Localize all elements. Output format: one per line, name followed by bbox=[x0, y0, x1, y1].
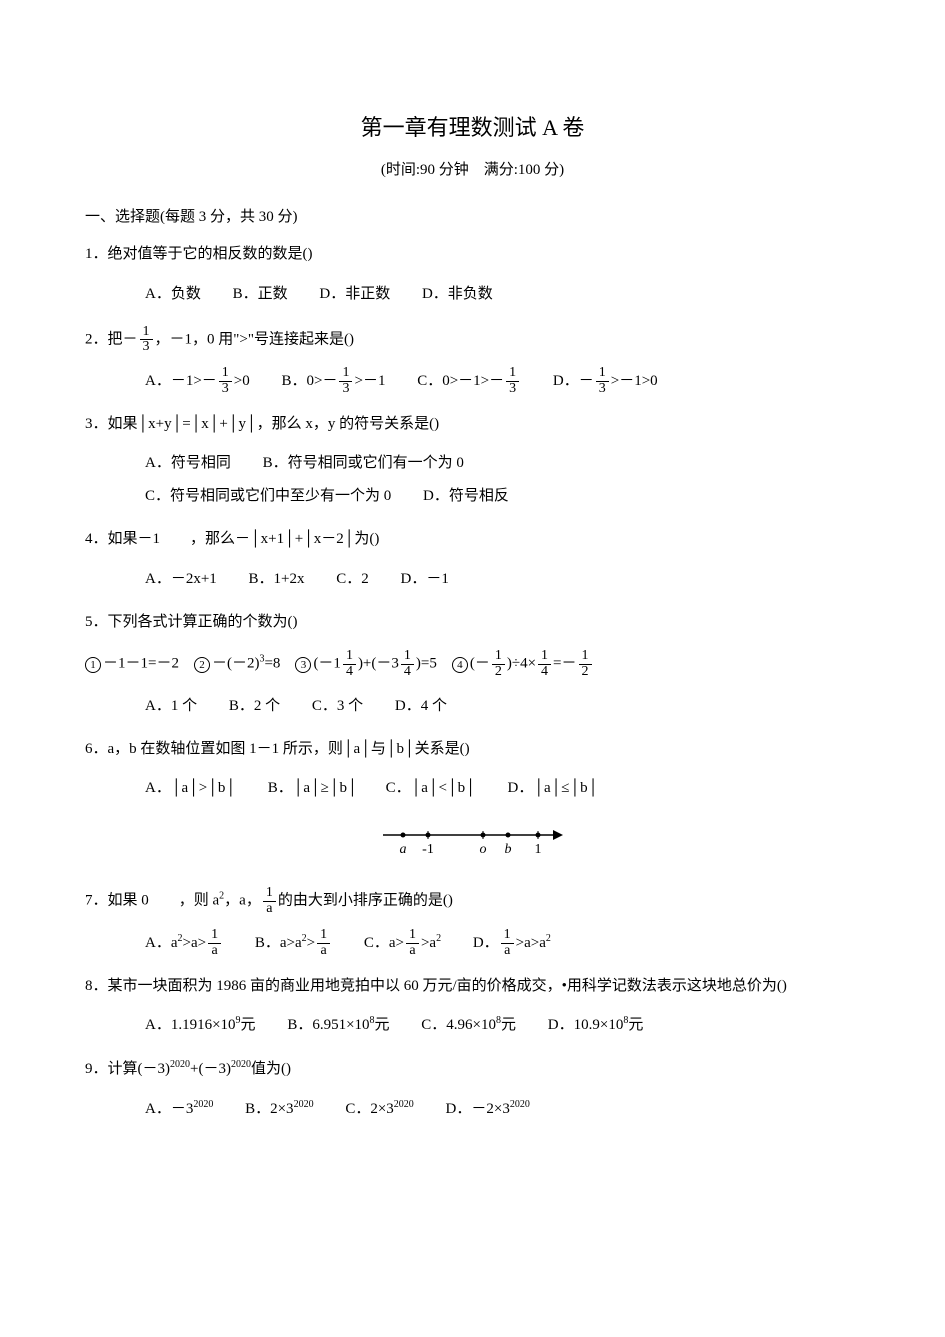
circle-4-icon: 4 bbox=[452, 657, 468, 673]
question-5-options: A．1 个 B．2 个 C．3 个 D．4 个 bbox=[145, 690, 860, 723]
q1-opt-d2: D．非负数 bbox=[422, 278, 493, 311]
q6-opt-a: A．│a│>│b│ bbox=[145, 772, 236, 805]
q5-opt-b: B．2 个 bbox=[229, 690, 280, 723]
question-9: 9．计算(－3)2020+(－3)2020值为() bbox=[85, 1056, 860, 1083]
q2-stem-pre: 2．把－ bbox=[85, 331, 138, 347]
q9-opt-d: D．－2×32020 bbox=[446, 1093, 530, 1126]
question-7: 7．如果 0 ，则 a2，a，1a的由大到小排序正确的是() bbox=[85, 886, 860, 916]
svg-text:b: b bbox=[504, 842, 511, 857]
q1-opt-a: A．负数 bbox=[145, 278, 201, 311]
q2-opt-a: A．－1>－13>0 bbox=[145, 365, 250, 398]
page-title: 第一章有理数测试 A 卷 bbox=[85, 110, 860, 142]
q5-opt-d: D．4 个 bbox=[395, 690, 447, 723]
question-5-items: 1－1－1=－2 2－(－2)3=8 3(－114)+(－314)=5 4(－1… bbox=[85, 649, 860, 679]
q5-opt-a: A．1 个 bbox=[145, 690, 197, 723]
svg-text:-1: -1 bbox=[422, 842, 434, 857]
q9-opt-c: C．2×32020 bbox=[345, 1093, 413, 1126]
page-subtitle: (时间:90 分钟 满分:100 分) bbox=[85, 158, 860, 179]
q8-opt-d: D．10.9×108元 bbox=[548, 1009, 644, 1042]
q5-opt-c: C．3 个 bbox=[312, 690, 363, 723]
question-2: 2．把－13，－1，0 用">"号连接起来是() bbox=[85, 325, 860, 355]
q1-opt-d1: D．非正数 bbox=[319, 278, 390, 311]
q4-opt-b: B．1+2x bbox=[249, 563, 305, 596]
question-8: 8．某市一块面积为 1986 亩的商业用地竞拍中以 60 万元/亩的价格成交，•… bbox=[85, 974, 860, 1000]
q2-opt-b: B．0>－13>－1 bbox=[282, 365, 386, 398]
q1-opt-b: B．正数 bbox=[233, 278, 288, 311]
q8-opt-b: B．6.951×108元 bbox=[287, 1009, 389, 1042]
question-5: 5．下列各式计算正确的个数为() bbox=[85, 610, 860, 636]
number-line-svg: a -1 o b 1 bbox=[373, 817, 573, 857]
circle-1-icon: 1 bbox=[85, 657, 101, 673]
circle-3-icon: 3 bbox=[295, 657, 311, 673]
question-8-options: A．1.1916×109元 B．6.951×108元 C．4.96×108元 D… bbox=[145, 1009, 860, 1042]
q4-opt-d: D．－1 bbox=[401, 563, 449, 596]
q6-opt-d: D．│a│≤│b│ bbox=[508, 772, 599, 805]
q7-opt-c: C．a>1a>a2 bbox=[364, 927, 441, 960]
q4-opt-a: A．－2x+1 bbox=[145, 563, 217, 596]
svg-text:1: 1 bbox=[534, 842, 541, 857]
svg-text:a: a bbox=[399, 842, 406, 857]
frac-1-3: 13 bbox=[140, 325, 153, 355]
q6-opt-b: B．│a│≥│b│ bbox=[268, 772, 358, 805]
question-6-options: A．│a│>│b│ B．│a│≥│b│ C．│a│<│b│ D．│a│≤│b│ bbox=[145, 772, 860, 805]
q8-opt-c: C．4.96×108元 bbox=[421, 1009, 516, 1042]
q4-opt-c: C．2 bbox=[336, 563, 369, 596]
svg-text:o: o bbox=[479, 842, 486, 857]
q9-opt-a: A．－32020 bbox=[145, 1093, 213, 1126]
q6-opt-c: C．│a│<│b│ bbox=[386, 772, 476, 805]
question-2-options: A．－1>－13>0 B．0>－13>－1 C．0>－1>－13 D．－13>－… bbox=[145, 365, 860, 398]
q3-opt-a: A．符号相同 bbox=[145, 447, 231, 480]
q2-opt-d: D．－13>－1>0 bbox=[553, 365, 658, 398]
question-3-options: A．符号相同 B．符号相同或它们有一个为 0 C．符号相同或它们中至少有一个为 … bbox=[145, 447, 860, 513]
question-1: 1．绝对值等于它的相反数的数是() bbox=[85, 242, 860, 268]
question-3: 3．如果│x+y│=│x│+│y│，那么 x，y 的符号关系是() bbox=[85, 412, 860, 438]
number-line-figure: a -1 o b 1 bbox=[85, 817, 860, 862]
question-6: 6．a，b 在数轴位置如图 1－1 所示，则│a│与│b│关系是() bbox=[85, 737, 860, 763]
question-4: 4．如果－1 ，那么－│x+1│+│x－2│为() bbox=[85, 527, 860, 553]
q2-stem-mid: ，－1，0 用">"号连接起来是() bbox=[155, 331, 354, 347]
q2-opt-c: C．0>－1>－13 bbox=[417, 365, 521, 398]
q7-opt-d: D．1a>a>a2 bbox=[473, 927, 551, 960]
q7-opt-b: B．a>a2>1a bbox=[255, 927, 332, 960]
q3-opt-c: C．符号相同或它们中至少有一个为 0 bbox=[145, 480, 391, 513]
q9-opt-b: B．2×32020 bbox=[245, 1093, 313, 1126]
q3-opt-d: D．符号相反 bbox=[423, 480, 509, 513]
q7-opt-a: A．a2>a>1a bbox=[145, 927, 223, 960]
question-7-options: A．a2>a>1a B．a>a2>1a C．a>1a>a2 D．1a>a>a2 bbox=[145, 927, 860, 960]
question-4-options: A．－2x+1 B．1+2x C．2 D．－1 bbox=[145, 563, 860, 596]
q8-opt-a: A．1.1916×109元 bbox=[145, 1009, 256, 1042]
question-9-options: A．－32020 B．2×32020 C．2×32020 D．－2×32020 bbox=[145, 1093, 860, 1126]
q3-opt-b: B．符号相同或它们有一个为 0 bbox=[263, 447, 464, 480]
circle-2-icon: 2 bbox=[194, 657, 210, 673]
exam-page: 第一章有理数测试 A 卷 (时间:90 分钟 满分:100 分) 一、选择题(每… bbox=[0, 0, 945, 1218]
section-1-header: 一、选择题(每题 3 分，共 30 分) bbox=[85, 205, 860, 226]
question-1-options: A．负数 B．正数 D．非正数 D．非负数 bbox=[145, 278, 860, 311]
